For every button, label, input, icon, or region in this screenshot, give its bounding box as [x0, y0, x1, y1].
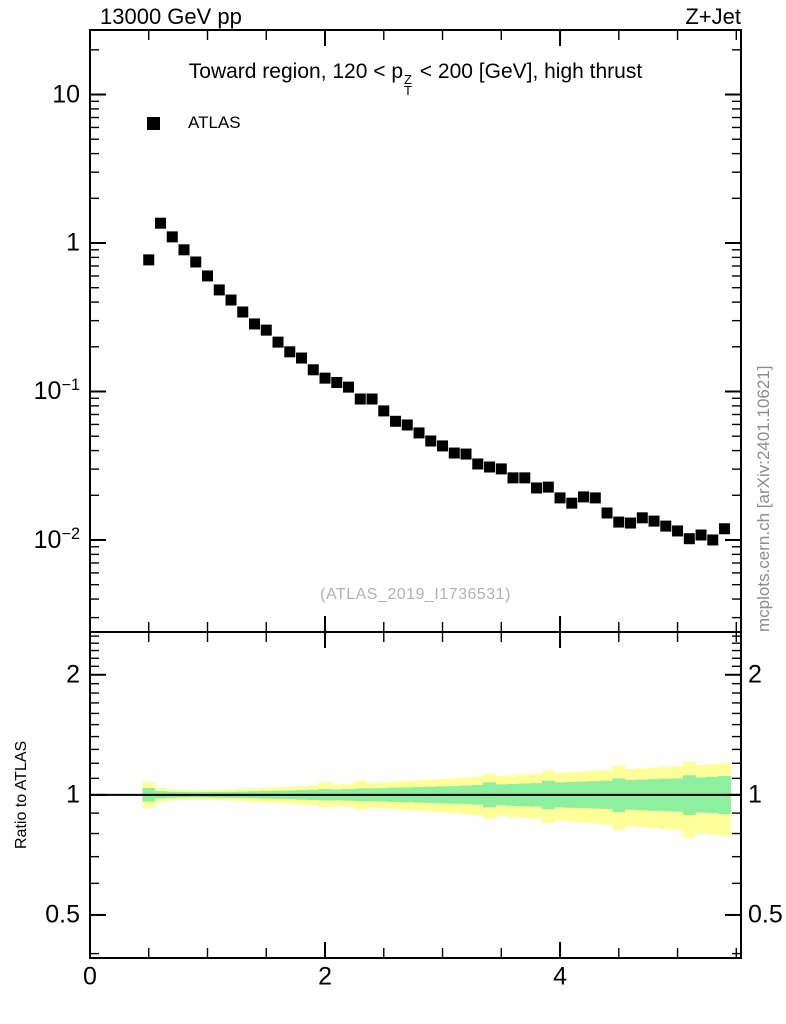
process-label: Z+Jet: [685, 4, 741, 29]
data-point-marker: [155, 217, 167, 229]
main-y-axis-tick-label: 10−2: [33, 524, 80, 555]
ratio-y-axis-tick-label-left: 1: [66, 780, 80, 809]
data-point-marker: [237, 306, 249, 318]
data-point-marker: [401, 419, 413, 431]
data-point-marker: [648, 515, 660, 527]
x-axis-tick-label: 4: [553, 962, 567, 991]
data-point-marker: [190, 256, 202, 268]
data-point-marker: [307, 364, 319, 376]
pt-symbol: p: [391, 60, 404, 83]
data-point-marker: [554, 492, 566, 504]
data-point-marker: [225, 294, 237, 306]
main-y-axis-tick-label: 1: [66, 228, 80, 257]
main-y-axis-tick-label: 10−1: [33, 376, 80, 406]
data-point-marker: [213, 284, 225, 296]
analysis-id-watermark: (ATLAS_2019_I1736531): [320, 586, 511, 603]
data-point-marker: [660, 520, 672, 532]
ratio-y-axis-tick-label-left: 0.5: [45, 900, 80, 929]
data-point-marker: [683, 533, 695, 545]
data-point-marker: [437, 440, 449, 452]
data-point-marker: [249, 318, 261, 330]
data-point-marker: [707, 534, 719, 546]
data-point-marker: [589, 492, 601, 504]
data-point-marker: [460, 448, 472, 460]
data-point-marker: [331, 376, 343, 388]
data-point-marker: [319, 372, 331, 384]
legend: ATLAS: [147, 113, 241, 133]
data-point-marker: [166, 231, 178, 243]
data-point-marker: [366, 393, 378, 405]
data-point-marker: [448, 447, 460, 459]
x-axis-tick-label: 2: [318, 962, 332, 991]
data-point-marker: [719, 523, 731, 535]
data-point-marker: [390, 415, 402, 427]
legend-filled-square-icon: [147, 116, 160, 130]
data-point-marker: [484, 461, 496, 473]
ratio-y-axis-tick-label-left: 2: [66, 660, 80, 689]
ratio-axis-title: Ratio to ATLAS: [13, 740, 30, 850]
title-suffix: < 200 [GeV], high thrust: [413, 60, 643, 83]
data-point-marker: [354, 393, 366, 405]
pt-superscript: Z: [404, 71, 412, 87]
ratio-y-axis-tick-label-right: 2: [748, 660, 762, 689]
data-point-marker: [202, 270, 214, 282]
data-point-marker: [507, 472, 519, 484]
data-point-marker: [495, 463, 507, 475]
data-point-marker: [566, 497, 578, 509]
data-point-marker: [519, 472, 531, 484]
data-point-marker: [542, 481, 554, 493]
data-point-marker: [413, 427, 425, 439]
legend-label: ATLAS: [188, 113, 241, 132]
data-point-marker: [472, 458, 484, 470]
data-point-marker: [531, 482, 543, 494]
data-point-marker: [636, 512, 648, 524]
data-point-marker: [601, 507, 613, 519]
data-point-marker: [378, 405, 390, 417]
data-point-marker: [625, 517, 637, 529]
data-point-marker: [578, 491, 590, 503]
ratio-y-axis-tick-label-right: 0.5: [748, 900, 783, 929]
data-point-marker: [272, 336, 284, 348]
data-point-marker: [178, 244, 190, 256]
data-point-marker: [343, 381, 355, 393]
x-axis-tick-label: 0: [83, 962, 97, 991]
main-y-axis-tick-label: 10: [52, 80, 80, 109]
data-point-marker: [695, 529, 707, 541]
data-point-marker: [143, 254, 155, 266]
title-prefix: Toward region, 120 <: [188, 60, 392, 83]
mcplots-arxiv-caption: mcplots.cern.ch [arXiv:2401.10621]: [754, 365, 773, 632]
pt-subscript: T: [404, 82, 412, 98]
data-point-marker: [672, 525, 684, 537]
data-point-marker: [296, 352, 308, 364]
ratio-y-axis-tick-label-right: 1: [748, 780, 762, 809]
data-point-marker: [260, 324, 272, 336]
data-point-marker: [613, 516, 625, 528]
data-point-marker: [284, 346, 296, 358]
beam-energy-label: 13000 GeV pp: [100, 4, 242, 29]
data-point-marker: [425, 435, 437, 447]
